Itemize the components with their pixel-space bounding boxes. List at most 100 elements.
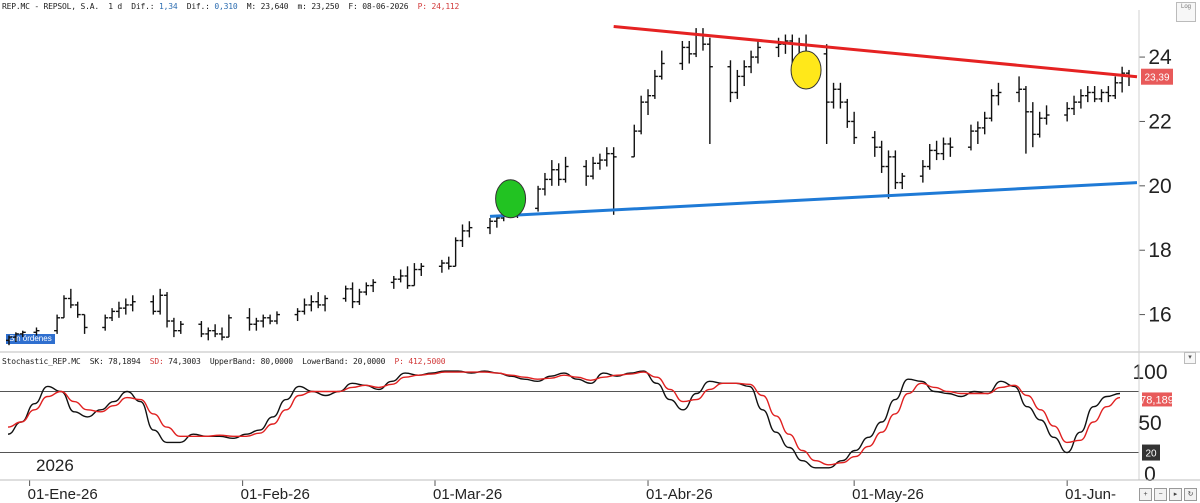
sd-line (7, 371, 1121, 466)
orders-badge[interactable]: Sin órdenes (6, 334, 55, 344)
ohlc-bar (81, 313, 88, 334)
ohlc-bar (438, 259, 445, 273)
stoch-settings-icon[interactable]: ▾ (1184, 352, 1196, 364)
last-price-label: 23,39 (1144, 73, 1169, 84)
ohlc-bar (1098, 89, 1105, 103)
ohlc-bar (315, 292, 322, 309)
ohlc-bar (947, 137, 954, 157)
ohlc-bar (651, 69, 658, 99)
yellow-marker (790, 50, 822, 90)
ohlc-bar (892, 150, 899, 190)
stoch-sk-label: SK: (89, 357, 104, 366)
ohlc-bar (926, 143, 933, 170)
ohlc-bar (322, 295, 329, 312)
sk-line (7, 370, 1121, 469)
reset-icon[interactable]: ↻ (1184, 488, 1197, 501)
ohlc-bar (1016, 76, 1023, 103)
ohlc-bar (686, 40, 693, 64)
resistance-line (613, 24, 1138, 79)
ohlc-bar (157, 288, 164, 315)
ohlc-bar (267, 314, 274, 325)
green-marker (495, 179, 527, 219)
ohlc-bar (1043, 105, 1050, 125)
ohlc-bar (60, 295, 67, 319)
price-axis: 16 18 20 22 24 23,39 (1139, 46, 1173, 327)
header-dif-pct-label: Dif.: (186, 2, 210, 11)
ohlc-bar (727, 60, 734, 103)
ohlc-bar (170, 317, 177, 338)
ohlc-bar (693, 28, 700, 58)
lower-band-tag (1142, 444, 1160, 461)
stoch-header: Stochastic_REP.MC SK: 78,1894 SD: 74,300… (2, 357, 446, 366)
ohlc-bar (67, 288, 74, 309)
header-dif-value: 1,34 (159, 2, 178, 11)
ohlc-bar (198, 321, 205, 338)
ohlc-bar (885, 150, 892, 199)
ohlc-bar (253, 317, 260, 331)
log-scale-toggle[interactable]: Log (1176, 2, 1196, 22)
ohlc-bar (102, 314, 109, 331)
ohlc-bar (122, 298, 129, 315)
ohlc-bar (871, 131, 878, 157)
sk-value-label: 78,189 (1140, 394, 1174, 406)
price-tick-label: 24 (1148, 46, 1172, 69)
lower-band-label: 20 (1145, 449, 1157, 460)
price-tick-label: 20 (1148, 175, 1171, 198)
ohlc-bar (1064, 102, 1071, 122)
trendlines (489, 24, 1138, 218)
ohlc-bar (1126, 69, 1132, 87)
ohlc-bar (583, 160, 590, 186)
ohlc-bar (741, 60, 748, 87)
stoch-lower-label: LowerBand: (302, 357, 349, 366)
ohlc-bar (1091, 86, 1098, 103)
ohlc-bar (1036, 111, 1043, 138)
x-tick-label: 01-Jun- (1065, 486, 1116, 503)
ohlc-bar (411, 263, 418, 287)
ohlc-bar (1029, 102, 1036, 148)
stoch-name: Stochastic_REP.MC (2, 357, 81, 366)
ohlc-bar (734, 69, 741, 99)
ohlc-bar (1071, 95, 1078, 116)
ohlc-bar (115, 301, 122, 318)
header-symbol: REP.MC - REPSOL, S.A. (2, 2, 99, 11)
stoch-p-value: 412,5000 (408, 357, 446, 366)
ohlc-bar (988, 89, 995, 122)
header-min-label: m: (297, 2, 307, 11)
ohlc-bar (631, 124, 638, 158)
price-tick-label: 22 (1148, 110, 1171, 133)
ohlc-bar (246, 308, 253, 331)
header-dif-pct-value: 0,310 (214, 2, 238, 11)
price-header: REP.MC - REPSOL, S.A. 1 d Dif.: 1,34 Dif… (2, 2, 459, 11)
header-max-value: 23,640 (260, 2, 289, 11)
zoom-out-icon[interactable]: − (1154, 488, 1167, 501)
stoch-sk-value: 78,1894 (108, 357, 141, 366)
year-label: 2026 (36, 456, 74, 475)
ohlc-bar (658, 50, 665, 80)
last-price-tag (1141, 68, 1173, 85)
stoch-sd-label: SD: (149, 357, 164, 366)
ohlc-bar (995, 82, 1002, 106)
stoch-tick-label: 0 (1144, 463, 1156, 486)
ohlc-bar (645, 89, 652, 116)
scroll-right-icon[interactable]: ▸ (1169, 488, 1182, 501)
stoch-sd-value: 74,3003 (168, 357, 201, 366)
ohlc-bar (466, 221, 473, 238)
stoch-lower-value: 20,0000 (352, 357, 386, 366)
stochastic-panel: 0 50 100 78,189 20 (0, 361, 1174, 486)
zoom-in-icon[interactable]: + (1139, 488, 1152, 501)
ohlc-bar (878, 140, 885, 173)
x-tick-label: 01-Abr-26 (646, 486, 713, 503)
header-date-label: F: (348, 2, 358, 11)
ohlc-bar (1077, 89, 1084, 109)
ohlc-bar (445, 256, 452, 270)
log-label: Log (1180, 4, 1191, 10)
ohlc-bar (390, 275, 397, 289)
ohlc-bar (603, 147, 610, 167)
ohlc-bar (837, 82, 844, 109)
ohlc-bar (486, 218, 493, 235)
ohlc-bar (33, 327, 40, 336)
ohlc-bar (851, 111, 858, 144)
ohlc-bar (219, 327, 226, 341)
